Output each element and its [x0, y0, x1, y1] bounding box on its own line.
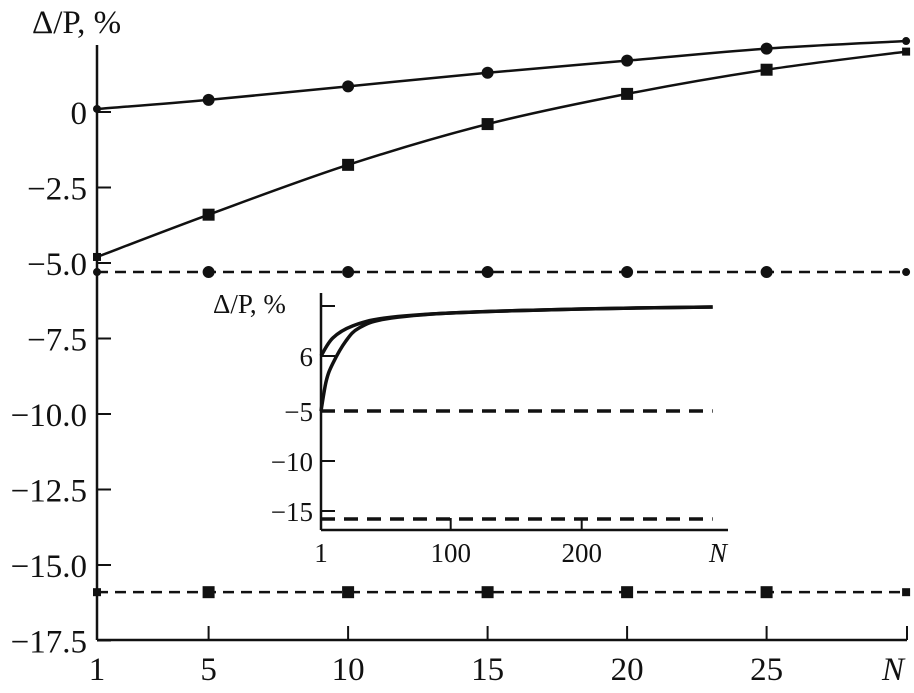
x-tick-label: 20 [611, 652, 644, 688]
x-tick-label: 15 [471, 652, 504, 688]
y-tick-label: 0 [71, 96, 88, 132]
x-tick-label: 25 [750, 652, 783, 688]
inset-x-tick-label: 200 [561, 538, 602, 568]
y-tick-label: −5.0 [27, 247, 87, 283]
data-point-square [93, 252, 101, 261]
inset-x-tick-label: 100 [430, 538, 471, 568]
data-point-circle [481, 66, 494, 79]
data-point-square [481, 118, 494, 131]
data-point-circle [760, 266, 773, 279]
inset-y-tick-label: −5 [284, 397, 313, 427]
inset-x-tick-label: 1 [314, 538, 328, 568]
data-point-circle [481, 266, 494, 279]
data-point-square [760, 586, 773, 599]
x-tick-label: 5 [200, 652, 217, 688]
y-tick-label: −7.5 [27, 323, 87, 359]
inset-x-axis-label: N [708, 538, 729, 568]
data-point-square [202, 586, 215, 599]
data-point-circle [342, 266, 355, 279]
data-point-square [760, 63, 773, 76]
inset-series-curve-2 [319, 305, 713, 412]
data-point-circle [342, 80, 355, 93]
data-point-square [342, 586, 355, 599]
data-point-square [202, 208, 215, 221]
data-point-circle [202, 266, 215, 279]
y-tick-label: −2.5 [27, 172, 87, 208]
data-point-square [93, 588, 101, 597]
inset-series-curve-1 [319, 305, 713, 357]
x-tick-label: 10 [332, 652, 365, 688]
data-point-square [621, 87, 634, 100]
y-tick-label: −10.0 [11, 398, 87, 434]
y-tick-label: −17.5 [11, 625, 87, 661]
x-axis-label: N [881, 652, 906, 688]
data-point-circle [93, 104, 101, 113]
data-point-circle [202, 93, 215, 106]
data-point-square [481, 586, 494, 599]
data-point-square [902, 588, 911, 597]
inset-y-axis-label: Δ/P, % [213, 289, 286, 319]
y-tick-label: −12.5 [11, 474, 87, 510]
y-axis-label: Δ/P, % [32, 5, 121, 41]
series-line-circles-solid [96, 39, 907, 111]
y-tick-label: −15.0 [11, 549, 87, 585]
data-point-circle [621, 266, 634, 279]
data-point-circle [902, 268, 911, 277]
data-point-square [342, 158, 355, 171]
data-point-circle [902, 37, 911, 46]
data-point-circle [93, 268, 101, 277]
inset-y-tick-label: −15 [271, 497, 313, 527]
inset-y-tick-label: 6 [300, 342, 314, 372]
inset-y-tick-label: −10 [271, 447, 313, 477]
data-point-square [621, 586, 634, 599]
series-line-squares-solid [96, 50, 907, 259]
x-tick-label: 1 [89, 652, 106, 688]
data-point-circle [760, 42, 773, 55]
data-point-square [902, 47, 911, 56]
data-point-circle [621, 54, 634, 67]
